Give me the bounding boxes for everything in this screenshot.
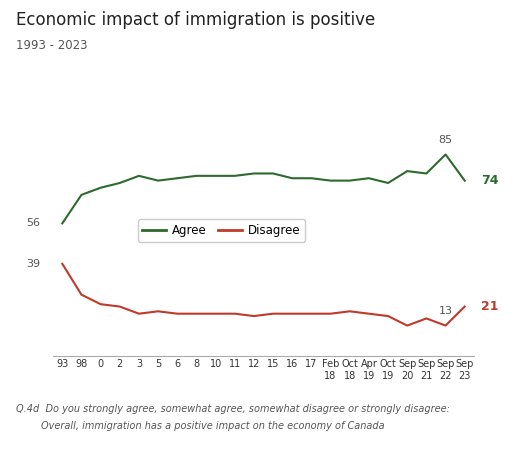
Text: Economic impact of immigration is positive: Economic impact of immigration is positi… xyxy=(16,11,375,29)
Text: 1993 - 2023: 1993 - 2023 xyxy=(16,39,87,52)
Text: 21: 21 xyxy=(481,300,499,313)
Text: 56: 56 xyxy=(26,218,40,228)
Text: 39: 39 xyxy=(26,259,40,269)
Text: Q.4d  Do you strongly agree, somewhat agree, somewhat disagree or strongly disag: Q.4d Do you strongly agree, somewhat agr… xyxy=(16,404,450,414)
Text: 13: 13 xyxy=(438,306,453,316)
Legend: Agree, Disagree: Agree, Disagree xyxy=(138,219,305,242)
Text: Overall, immigration has a positive impact on the economy of Canada: Overall, immigration has a positive impa… xyxy=(16,421,384,431)
Text: 85: 85 xyxy=(438,135,453,145)
Text: 74: 74 xyxy=(481,174,499,187)
